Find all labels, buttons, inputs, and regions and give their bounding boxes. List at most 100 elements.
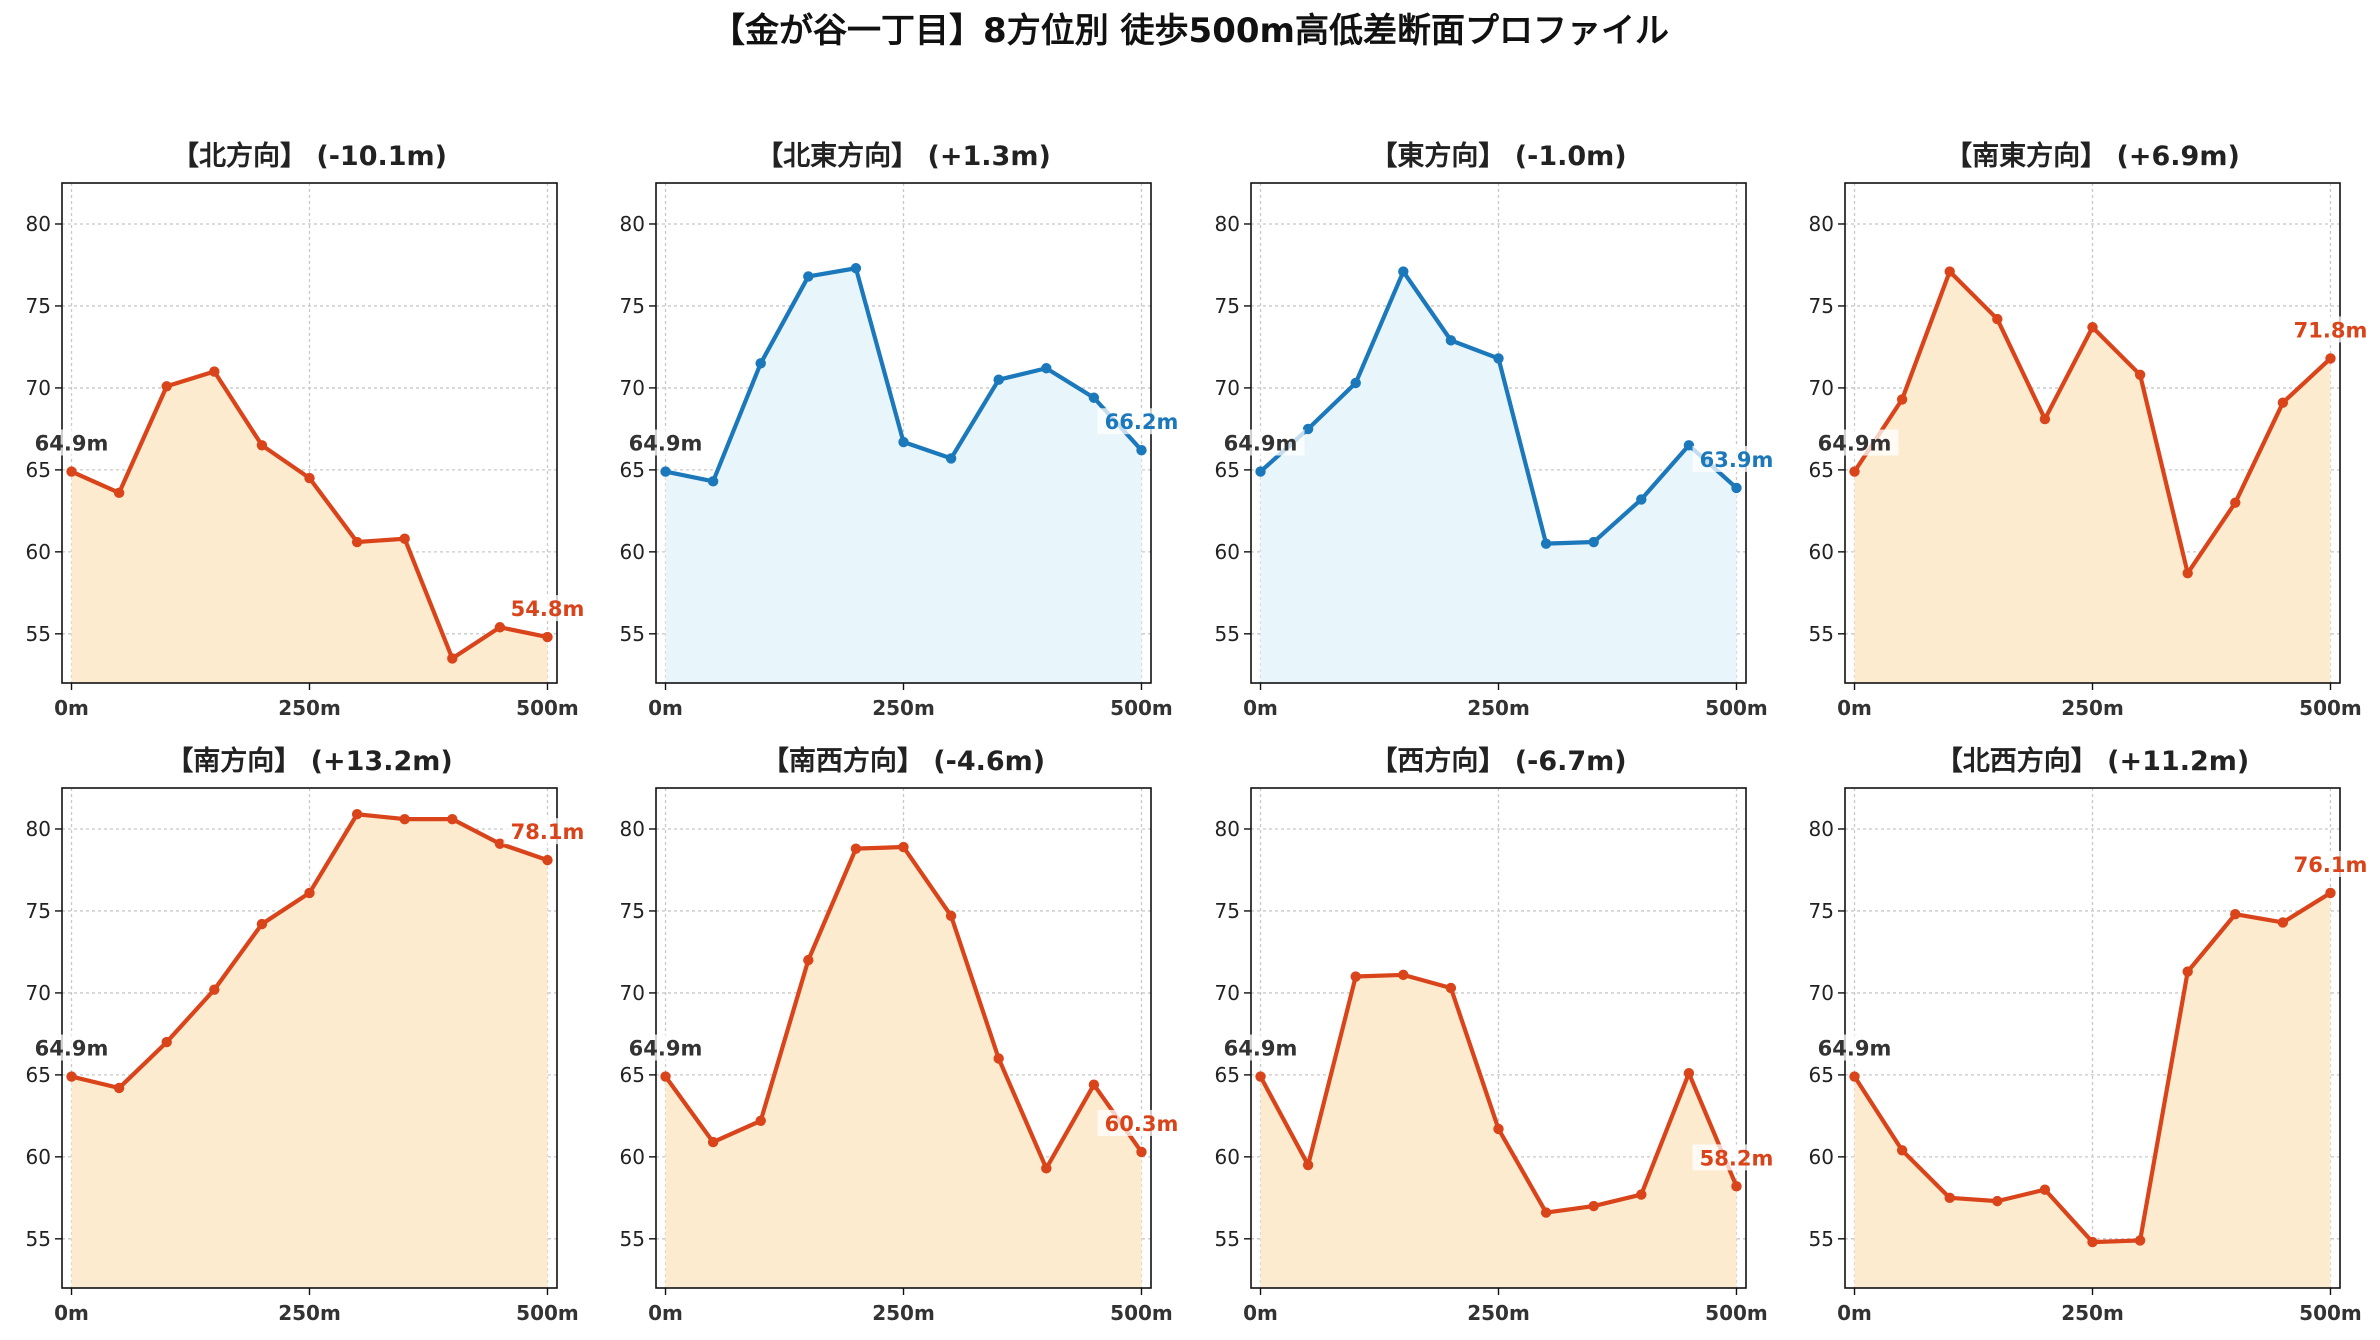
x-tick-label: 500m [1705,1301,1768,1325]
panel-title: 【南東方向】 (+6.9m) [1945,140,2240,172]
y-tick-label: 80 [26,817,51,841]
data-point [113,487,125,499]
data-point [209,984,220,995]
data-point [1088,392,1100,403]
x-tick-label: 250m [1467,1301,1530,1325]
end-label-bg [1692,445,1781,472]
chart-panel-5: 【南方向】 (+13.2m) 55 60 65 70 75 80 0m 250m 500m 64.9… [26,745,592,1325]
y-tick-label: 65 [26,458,51,482]
y-tick-label: 55 [26,1227,51,1251]
data-point [209,366,220,377]
x-tick-label: 500m [2299,696,2362,720]
start-label-bg [1220,429,1305,456]
end-label-bg [503,818,592,845]
data-point [1255,1071,1266,1082]
end-value-label: 71.8m [2294,318,2368,342]
y-tick-label: 80 [1809,817,1834,841]
y-tick-label: 80 [620,817,645,841]
end-value-label: 54.8m [511,597,585,621]
data-point [494,622,506,633]
data-point [66,466,77,477]
start-label-bg [1220,1034,1305,1061]
data-point [447,813,458,825]
data-point [1041,1163,1052,1174]
y-tick-label: 70 [26,981,51,1005]
end-label-bg [2286,850,2375,877]
start-value-label: 64.9m [629,1037,703,1061]
data-point [1636,1189,1647,1200]
area-fill [665,268,1142,683]
panel-title: 【西方向】 (-6.7m) [1370,745,1626,777]
y-tick-label: 55 [1215,622,1240,646]
area-fill [1854,271,2331,683]
start-label-bg [625,429,710,456]
y-tick-label: 70 [1809,981,1834,1005]
y-tick-label: 65 [26,1063,51,1087]
start-value-label: 64.9m [1818,1037,1892,1061]
panel-title: 【南西方向】 (-4.6m) [762,745,1045,777]
area-fill [71,814,548,1288]
data-point [351,536,363,548]
data-point [707,1136,719,1148]
data-point [1896,1145,1908,1156]
y-tick-label: 55 [1809,622,1834,646]
y-tick-label: 75 [620,294,645,318]
end-value-label: 60.3m [1105,1112,1179,1136]
data-point [399,813,410,825]
x-tick-label: 0m [54,696,89,720]
x-tick-label: 500m [1110,696,1173,720]
data-point [1992,1195,2003,1207]
y-tick-label: 80 [1215,212,1240,236]
data-point [2087,322,2098,333]
data-point [993,374,1004,385]
chart-panel-3: 【東方向】 (-1.0m) 55 60 65 70 75 80 0m 250m 500m 64.9m… [1215,140,1781,720]
chart-panel-1: 【北方向】 (-10.1m) 55 60 65 70 75 80 0m 250m 500m 64.9… [26,140,592,720]
y-tick-label: 70 [26,376,51,400]
data-point [1136,1146,1147,1158]
start-value-label: 64.9m [1224,1037,1298,1061]
end-label-bg [1692,1144,1781,1171]
data-point [1683,1068,1695,1079]
data-point [447,653,458,664]
data-point [161,1036,172,1048]
y-tick-label: 75 [620,899,645,923]
start-label-bg [31,1034,116,1061]
data-point [1849,466,1860,477]
data-point [1588,536,1599,548]
data-point [803,271,814,282]
x-tick-label: 500m [1705,696,1768,720]
data-point [1302,1159,1314,1171]
x-tick-label: 0m [1837,696,1872,720]
y-tick-label: 65 [1809,458,1834,482]
y-tick-label: 55 [620,622,645,646]
data-point [304,472,315,484]
data-point [1398,266,1409,277]
data-point [66,1071,77,1082]
data-point [1302,423,1314,435]
y-tick-label: 55 [620,1227,645,1251]
y-tick-label: 70 [1215,981,1240,1005]
x-tick-label: 500m [1110,1301,1173,1325]
data-point [1944,266,1955,277]
panel-title: 【北東方向】 (+1.3m) [756,140,1051,172]
y-tick-label: 60 [1809,540,1834,564]
y-tick-label: 65 [620,1063,645,1087]
end-value-label: 63.9m [1700,448,1774,472]
y-tick-label: 65 [1809,1063,1834,1087]
data-point [399,533,410,544]
x-tick-label: 250m [278,1301,341,1325]
data-point [898,436,909,448]
data-point [1350,377,1361,389]
x-tick-label: 0m [648,696,683,720]
data-point [1731,1181,1742,1192]
y-tick-label: 55 [26,622,51,646]
y-tick-label: 75 [1215,899,1240,923]
end-label-bg [1097,408,1186,435]
y-tick-label: 75 [26,899,51,923]
data-point [660,466,671,477]
y-tick-label: 55 [1809,1227,1834,1251]
data-point [1636,494,1647,505]
x-tick-label: 0m [1837,1301,1872,1325]
chart-panel-4: 【南東方向】 (+6.9m) 55 60 65 70 75 80 0m 250m 500m 64.9… [1809,140,2375,720]
y-tick-label: 70 [1215,376,1240,400]
